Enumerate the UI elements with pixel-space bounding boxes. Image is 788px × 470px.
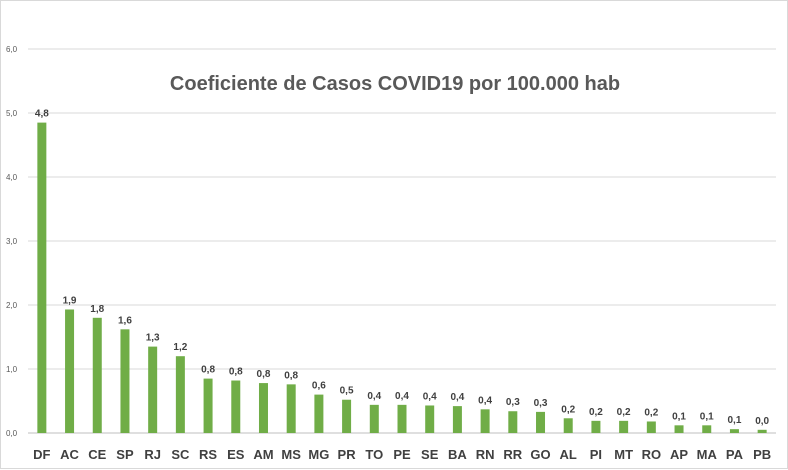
x-tick-label: AC xyxy=(60,447,79,462)
data-label: 0,8 xyxy=(284,370,298,381)
bar xyxy=(702,425,712,433)
y-tick-label: 4,0 xyxy=(6,173,18,182)
y-tick-label: 2,0 xyxy=(6,301,18,310)
x-tick-label: RN xyxy=(476,447,495,462)
bar xyxy=(369,404,379,433)
x-tick-label: MA xyxy=(697,447,718,462)
data-label: 0,1 xyxy=(727,415,741,426)
data-label: 1,9 xyxy=(63,295,77,306)
y-tick-label: 5,0 xyxy=(6,109,18,118)
x-tick-label: AL xyxy=(560,447,577,462)
x-tick-label: TO xyxy=(365,447,383,462)
bar xyxy=(37,122,47,433)
data-label: 0,1 xyxy=(700,411,714,422)
data-label: 0,2 xyxy=(644,407,658,418)
x-tick-label: BA xyxy=(448,447,467,462)
bar xyxy=(231,380,241,433)
bar xyxy=(563,418,573,433)
data-label: 0,1 xyxy=(672,411,686,422)
data-label: 1,3 xyxy=(146,333,160,344)
bar xyxy=(480,409,490,433)
data-label: 0,2 xyxy=(589,407,603,418)
y-tick-label: 1,0 xyxy=(6,365,18,374)
x-tick-label: RR xyxy=(503,447,522,462)
data-label: 0,4 xyxy=(395,391,409,402)
data-label: 0,4 xyxy=(478,395,492,406)
data-label: 4,8 xyxy=(35,109,49,120)
x-tick-label: MS xyxy=(281,447,301,462)
data-label: 0,4 xyxy=(423,391,437,402)
y-tick-label: 3,0 xyxy=(6,237,18,246)
bar xyxy=(120,329,130,433)
bar xyxy=(757,429,767,433)
bar xyxy=(203,378,213,433)
data-label: 1,8 xyxy=(90,304,104,315)
data-label: 0,4 xyxy=(367,391,381,402)
bar xyxy=(175,356,185,433)
x-tick-label: PE xyxy=(393,447,411,462)
chart-title: Coeficiente de Casos COVID19 por 100.000… xyxy=(169,73,621,95)
x-tick-label: AP xyxy=(670,447,688,462)
bar xyxy=(729,429,739,433)
bar xyxy=(286,384,296,433)
bar xyxy=(619,420,629,433)
data-label: 1,2 xyxy=(173,342,187,353)
x-tick-label: PR xyxy=(338,447,357,462)
x-tick-label: RS xyxy=(199,447,217,462)
x-tick-label: PB xyxy=(753,447,771,462)
x-tick-label: PA xyxy=(726,447,744,462)
bar xyxy=(452,406,462,433)
data-label: 0,3 xyxy=(534,398,548,409)
bar xyxy=(314,394,324,433)
data-label: 0,8 xyxy=(229,367,243,378)
x-tick-label: RJ xyxy=(144,447,161,462)
x-tick-label: SP xyxy=(116,447,134,462)
bar xyxy=(92,317,102,433)
x-tick-label: GO xyxy=(530,447,550,462)
x-tick-label: MT xyxy=(614,447,633,462)
data-label: 0,2 xyxy=(561,404,575,415)
bar xyxy=(258,383,268,433)
data-label: 0,8 xyxy=(257,369,271,380)
bar xyxy=(591,420,601,433)
bar xyxy=(148,346,158,433)
data-label: 0,6 xyxy=(312,381,326,392)
data-label: 0,5 xyxy=(340,386,354,397)
x-tick-label: PI xyxy=(590,447,602,462)
x-tick-label: AM xyxy=(253,447,273,462)
bar xyxy=(646,421,656,433)
data-label: 0,4 xyxy=(450,392,464,403)
bar xyxy=(536,411,546,433)
bar xyxy=(342,399,352,433)
bar xyxy=(674,425,684,433)
bar xyxy=(397,404,407,433)
x-tick-label: SE xyxy=(421,447,439,462)
bar xyxy=(65,309,75,433)
data-label: 0,8 xyxy=(201,365,215,376)
x-tick-label: RO xyxy=(642,447,662,462)
data-label: 0,2 xyxy=(617,407,631,418)
bar xyxy=(508,411,518,433)
bar xyxy=(425,405,435,433)
data-label: 0,3 xyxy=(506,397,520,408)
data-label: 1,6 xyxy=(118,315,132,326)
x-tick-label: DF xyxy=(33,447,50,462)
y-tick-label: 6,0 xyxy=(6,45,18,54)
x-tick-label: ES xyxy=(227,447,245,462)
x-tick-label: SC xyxy=(171,447,190,462)
x-tick-label: MG xyxy=(308,447,329,462)
x-tick-label: CE xyxy=(88,447,106,462)
y-tick-label: 0,0 xyxy=(6,429,18,438)
data-label: 0,0 xyxy=(755,416,769,427)
